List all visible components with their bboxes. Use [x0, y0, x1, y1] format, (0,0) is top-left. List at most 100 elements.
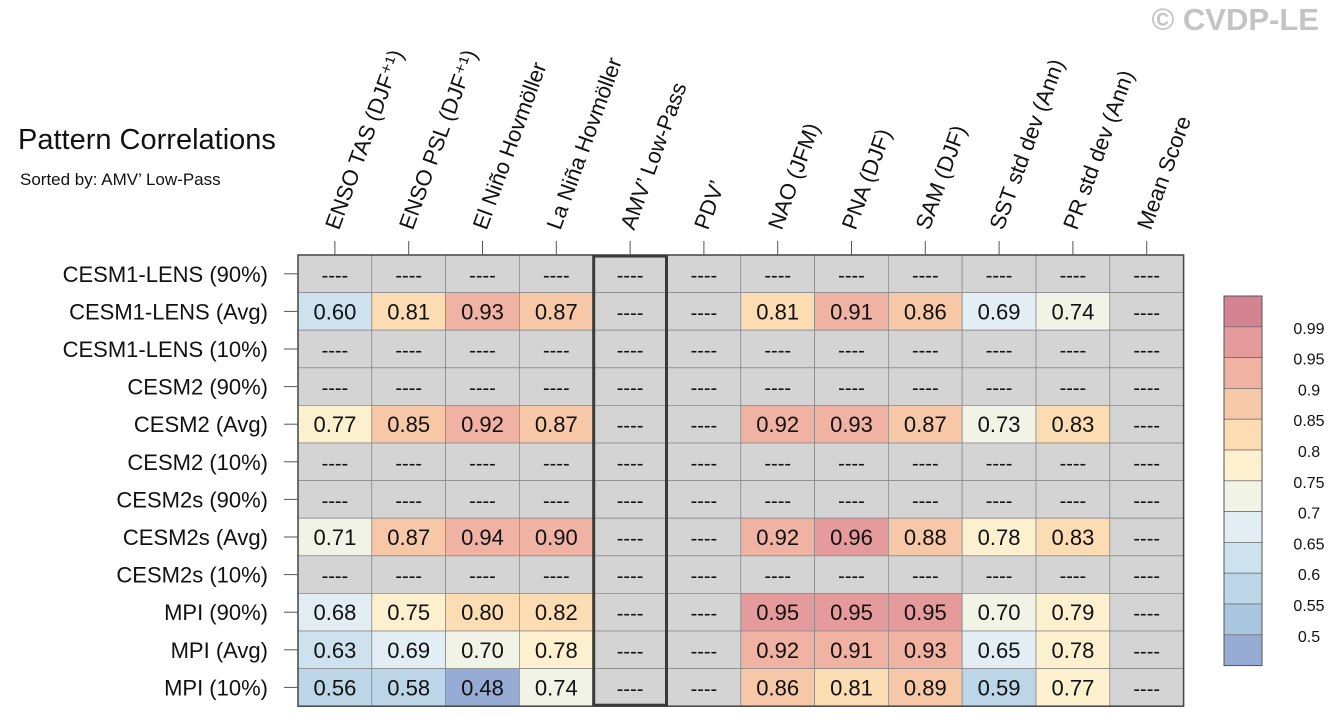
cell-mpi-10-amv-low-pass — [592, 668, 668, 707]
cell-label-cesm2-90-enso-psl-djf: ---- — [395, 378, 422, 400]
cell-cesm2-avg-pr-std-dev-ann — [1035, 404, 1111, 444]
cell-label-cesm2s-10-sst-std-dev-ann: ---- — [986, 566, 1013, 588]
cell-mpi-10-enso-tas-djf — [297, 668, 373, 707]
cell-label-cesm2s-avg-enso-psl-djf: 0.87 — [387, 525, 430, 550]
row-label-cesm1-lens-10: CESM1-LENS (10%) — [63, 337, 268, 362]
cell-label-cesm1-lens-10-amv-low-pass: ---- — [617, 340, 644, 362]
cell-mpi-10-sam-djf — [888, 668, 963, 707]
cell-label-cesm2-avg-pna-djf: 0.93 — [830, 412, 873, 437]
cell-mpi-avg-pna-djf — [814, 630, 889, 669]
cell-mpi-avg-sst-std-dev-ann — [961, 630, 1037, 669]
cell-cesm2s-avg-mean-score — [1109, 517, 1185, 557]
cell-cesm2s-avg-pr-std-dev-ann — [1035, 517, 1111, 557]
cell-label-mpi-10-pdv: ---- — [691, 678, 718, 700]
cell-cesm2s-10-pr-std-dev-ann — [1035, 555, 1111, 594]
cell-cesm2-90-nao-jfm — [740, 367, 815, 406]
colorbar-label: 0.95 — [1293, 352, 1324, 369]
cell-label-cesm1-lens-90-sst-std-dev-ann: ---- — [986, 265, 1013, 287]
cell-cesm2s-10-sst-std-dev-ann — [961, 555, 1037, 594]
cell-label-cesm1-lens-90-la-ni-a-hovm-ller: ---- — [543, 265, 570, 287]
colorbar-bin — [1223, 634, 1263, 666]
cell-label-mpi-90-pr-std-dev-ann: 0.79 — [1051, 600, 1094, 625]
colorbar-bin — [1223, 357, 1263, 389]
cell-cesm2-10-sam-djf — [888, 442, 963, 481]
cell-label-cesm2-avg-amv-low-pass: ---- — [617, 415, 644, 437]
cell-label-cesm1-lens-10-mean-score: ---- — [1133, 340, 1160, 362]
cell-label-cesm2-avg-enso-psl-djf: 0.85 — [387, 412, 430, 437]
colorbar-label: 0.8 — [1298, 444, 1320, 461]
cell-label-cesm2s-90-pna-djf: ---- — [838, 490, 865, 512]
cell-mpi-avg-nao-jfm — [740, 630, 815, 669]
cell-label-mpi-90-pna-djf: 0.95 — [830, 600, 873, 625]
cell-label-cesm2-avg-pr-std-dev-ann: 0.83 — [1051, 412, 1094, 437]
colorbar-bin — [1223, 542, 1263, 574]
cell-mpi-90-el-ni-o-hovm-ller — [445, 593, 520, 632]
colorbar-label: 0.55 — [1293, 598, 1324, 615]
row-label-cesm2s-10: CESM2s (10%) — [116, 563, 268, 588]
cell-label-cesm2s-10-sam-djf: ---- — [912, 566, 939, 588]
cell-label-mpi-90-mean-score: ---- — [1133, 603, 1160, 625]
cell-label-mpi-10-sst-std-dev-ann: 0.59 — [978, 675, 1021, 700]
cell-label-cesm2s-10-pr-std-dev-ann: ---- — [1060, 566, 1087, 588]
cell-label-cesm2-10-sst-std-dev-ann: ---- — [986, 453, 1013, 475]
chart-subtitle: Sorted by: AMV’ Low-Pass — [20, 170, 221, 189]
cell-mpi-avg-enso-psl-djf — [371, 630, 446, 669]
cell-label-mpi-90-pdv: ---- — [691, 603, 718, 625]
cell-cesm2-10-enso-psl-djf — [371, 442, 446, 481]
cell-label-mpi-90-nao-jfm: 0.95 — [756, 600, 799, 625]
colorbar-label: 0.99 — [1293, 321, 1324, 338]
cell-label-cesm2s-10-enso-tas-djf: ---- — [322, 566, 349, 588]
column-label-enso-psl-djf: ENSO PSL (DJF⁺¹) — [394, 46, 482, 232]
column-label-sam-djf: SAM (DJF) — [911, 122, 972, 233]
cell-cesm1-lens-10-mean-score — [1109, 329, 1185, 369]
cell-label-cesm2-90-pdv: ---- — [691, 378, 718, 400]
cell-cesm1-lens-90-enso-psl-djf — [371, 254, 446, 293]
cell-cesm2-10-pna-djf — [814, 442, 889, 481]
cell-mpi-avg-pdv — [666, 630, 742, 669]
cell-cesm2-10-pdv — [666, 442, 742, 481]
cell-label-cesm1-lens-10-nao-jfm: ---- — [764, 340, 791, 362]
row-label-cesm2-90: CESM2 (90%) — [127, 375, 268, 400]
cell-label-cesm1-lens-avg-sst-std-dev-ann: 0.69 — [978, 299, 1021, 324]
cell-label-cesm1-lens-10-el-ni-o-hovm-ller: ---- — [469, 340, 496, 362]
cell-label-cesm2s-90-el-ni-o-hovm-ller: ---- — [469, 490, 496, 512]
cell-label-cesm1-lens-10-pna-djf: ---- — [838, 340, 865, 362]
cell-label-mpi-10-amv-low-pass: ---- — [617, 678, 644, 700]
cell-label-cesm2-10-pr-std-dev-ann: ---- — [1060, 453, 1087, 475]
cell-cesm1-lens-avg-nao-jfm — [740, 292, 815, 331]
cell-label-cesm2s-10-el-ni-o-hovm-ller: ---- — [469, 566, 496, 588]
cell-mpi-90-sam-djf — [888, 593, 963, 632]
cell-label-mpi-10-pr-std-dev-ann: 0.77 — [1051, 675, 1094, 700]
cell-label-cesm2s-10-enso-psl-djf: ---- — [395, 566, 422, 588]
cell-label-cesm2-90-mean-score: ---- — [1133, 378, 1160, 400]
cell-cesm2s-90-amv-low-pass — [592, 480, 668, 519]
cell-label-cesm2-avg-el-ni-o-hovm-ller: 0.92 — [461, 412, 504, 437]
cell-mpi-avg-sam-djf — [888, 630, 963, 669]
colorbar-label: 0.5 — [1298, 629, 1320, 646]
cell-label-cesm2-10-la-ni-a-hovm-ller: ---- — [543, 453, 570, 475]
cell-label-mpi-avg-mean-score: ---- — [1133, 641, 1160, 663]
cell-cesm1-lens-avg-pdv — [666, 292, 742, 331]
colorbar-label: 0.85 — [1293, 413, 1324, 430]
cell-label-cesm2-10-amv-low-pass: ---- — [617, 453, 644, 475]
cell-label-cesm1-lens-10-enso-psl-djf: ---- — [395, 340, 422, 362]
cell-label-cesm2s-10-pna-djf: ---- — [838, 566, 865, 588]
row-label-cesm2s-avg: CESM2s (Avg) — [123, 525, 268, 550]
cell-label-cesm2-90-pna-djf: ---- — [838, 378, 865, 400]
cell-mpi-avg-el-ni-o-hovm-ller — [445, 630, 520, 669]
cell-cesm2-avg-pna-djf — [814, 404, 889, 444]
row-label-cesm2s-90: CESM2s (90%) — [116, 487, 268, 512]
cell-cesm2s-10-enso-tas-djf — [297, 555, 373, 594]
cell-label-cesm2s-10-nao-jfm: ---- — [764, 566, 791, 588]
cell-mpi-90-pna-djf — [814, 593, 889, 632]
colorbar-bin — [1223, 572, 1263, 605]
cell-label-mpi-10-el-ni-o-hovm-ller: 0.48 — [461, 675, 504, 700]
cell-label-mpi-10-sam-djf: 0.89 — [904, 675, 947, 700]
colorbar-bin — [1223, 418, 1263, 451]
cell-label-cesm2-10-el-ni-o-hovm-ller: ---- — [469, 453, 496, 475]
cell-cesm1-lens-avg-enso-tas-djf — [297, 292, 373, 331]
cell-cesm2-90-enso-psl-djf — [371, 367, 446, 406]
cell-cesm2s-avg-pna-djf — [814, 517, 889, 557]
cell-label-mpi-90-el-ni-o-hovm-ller: 0.80 — [461, 600, 504, 625]
column-label-el-ni-o-hovm-ller: El Niño Hovmöller — [468, 59, 552, 233]
